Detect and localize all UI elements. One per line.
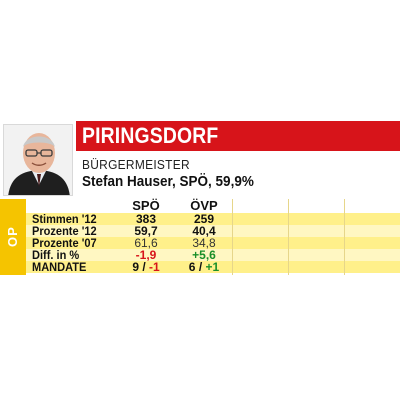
spo-diff-value: -1,9	[135, 248, 157, 262]
table-row: MANDATE 9 / -1 6 / +1	[26, 260, 400, 274]
results-table: SPÖ ÖVP Stimmen '12 383 259 Prozente '12…	[26, 198, 400, 275]
ovp-value: 34,8	[192, 236, 216, 250]
row-label: Stimmen '12	[32, 212, 97, 226]
ovp-value: 40,4	[192, 224, 216, 238]
spo-mandates-separator: /	[139, 260, 150, 274]
table-header: SPÖ ÖVP	[26, 198, 400, 213]
spo-value: 383	[135, 212, 157, 226]
spo-mandates-change: -1	[149, 260, 160, 274]
table-body: Stimmen '12 383 259 Prozente '12 59,7 40…	[26, 212, 400, 275]
column-divider	[288, 199, 289, 275]
ovp-diff-value: +5,6	[192, 248, 216, 262]
role-label: BÜRGERMEISTER	[82, 157, 190, 172]
table-row: Prozente '12 59,7 40,4	[26, 224, 400, 238]
mayor-name: Stefan Hauser, SPÖ, 59,9%	[82, 173, 254, 190]
ovp-mandates-separator: /	[195, 260, 206, 274]
ovp-value: 259	[193, 212, 215, 226]
municipality-title: PIRINGSDORF	[82, 123, 219, 148]
row-label: Prozente '07	[32, 236, 97, 250]
mayor-portrait	[3, 124, 73, 196]
spo-mandates-count: 9	[132, 260, 139, 274]
side-label: OP	[5, 226, 20, 248]
row-label: Prozente '12	[32, 224, 97, 238]
portrait-icon	[4, 125, 72, 195]
ovp-mandates-change: +1	[205, 260, 220, 274]
column-header-ovp: ÖVP	[190, 198, 218, 213]
spo-mandates: 9 / -1	[118, 260, 174, 274]
spo-value: 59,7	[134, 224, 158, 238]
municipality-result-card: PIRINGSDORF BÜRGERMEISTER Stefan Hauser,…	[0, 121, 400, 281]
spo-value: 61,6	[134, 236, 158, 250]
ovp-mandates-count: 6	[188, 260, 196, 274]
row-label: MANDATE	[32, 260, 87, 274]
side-strip	[0, 199, 26, 275]
table-row: Stimmen '12 383 259	[26, 212, 400, 226]
row-label: Diff. in %	[32, 248, 80, 262]
column-header-spo: SPÖ	[132, 198, 160, 213]
title-bar: PIRINGSDORF	[76, 121, 400, 151]
column-divider	[232, 199, 233, 275]
column-divider	[344, 199, 345, 275]
table-row: Diff. in % -1,9 +5,6	[26, 248, 400, 262]
table-row: Prozente '07 61,6 34,8	[26, 236, 400, 250]
ovp-mandates: 6 / +1	[176, 260, 232, 274]
